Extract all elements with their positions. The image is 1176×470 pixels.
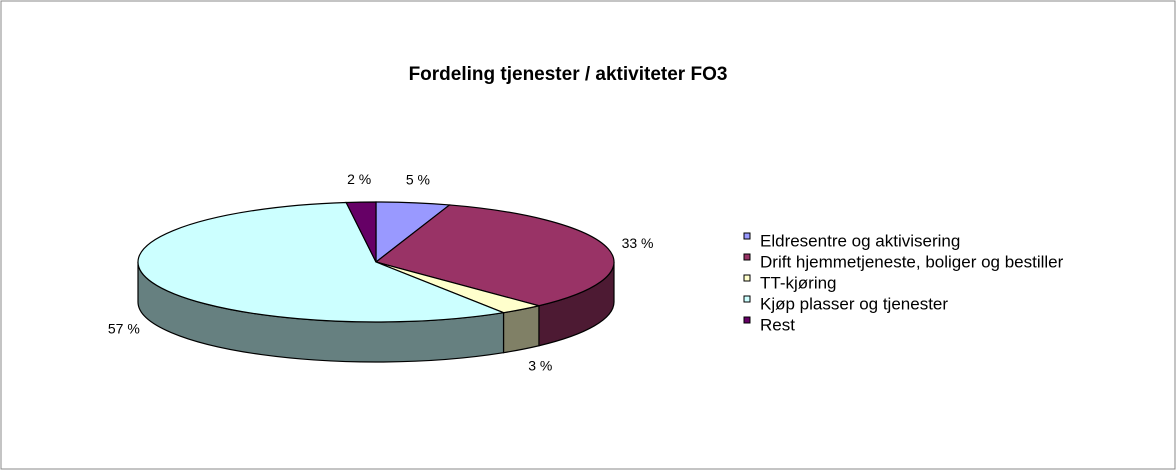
- chart-title: Fordeling tjenester / aktiviteter FO3: [409, 64, 728, 85]
- pie-slice-side: [502, 304, 540, 354]
- pie-slice: [374, 204, 615, 307]
- data-label: 3 %: [528, 357, 552, 373]
- legend-swatch: [743, 274, 751, 282]
- data-label: 57 %: [108, 320, 140, 336]
- pie-slice: [137, 201, 506, 323]
- legend-label: Drift hjemmetjeneste, boliger og bestill…: [760, 252, 1064, 271]
- legend-label: Eldresentre og aktivisering: [760, 231, 960, 250]
- legend-swatch: [743, 253, 751, 261]
- legend-label: Rest: [760, 315, 795, 334]
- legend-swatch: [743, 295, 751, 303]
- legend-swatch: [743, 316, 751, 324]
- data-label: 33 %: [622, 235, 654, 251]
- legend-label: Kjøp plasser og tjenester: [760, 294, 948, 313]
- pie-slice: [345, 201, 377, 263]
- data-label: 5 %: [406, 172, 430, 188]
- legend-label: TT-kjøring: [760, 273, 837, 292]
- legend-swatch: [743, 232, 751, 240]
- data-label: 2 %: [347, 171, 371, 187]
